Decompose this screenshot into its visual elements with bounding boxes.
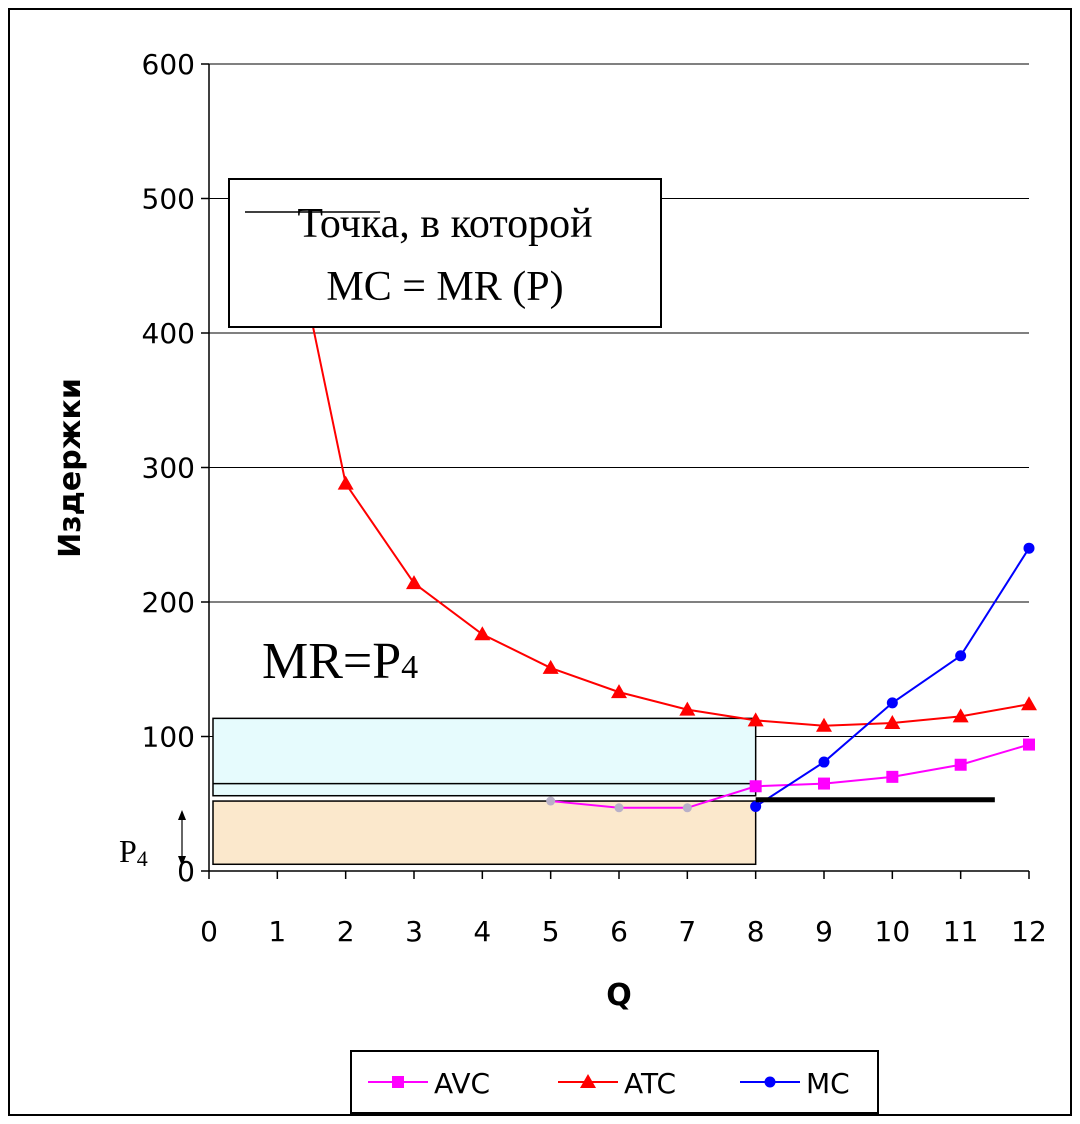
y-tick-label: 400 [142,317,195,350]
atc-marker [816,717,832,732]
legend: AVC ATC MC [350,1050,879,1114]
avc-marker [818,777,830,790]
p-arrow-down-head [178,856,186,866]
p-arrow-up-head [178,810,186,820]
x-tick-label: 10 [875,915,911,948]
atc-marker [611,684,627,699]
p-label-main: P [119,833,137,869]
mr-label: MR=P4 [262,633,418,690]
atc-marker [884,715,901,730]
atc-marker [474,626,491,641]
x-tick-label: 6 [610,915,628,948]
avc-marker [886,770,899,783]
x-tick-label: 11 [943,915,979,948]
atc-marker [406,575,422,590]
x-tick-label: 1 [268,915,286,948]
avc-marker [749,780,762,793]
x-tick-label: 7 [678,915,696,948]
mr-label-main: MR=P [262,633,401,690]
x-tick-label: 2 [337,915,355,948]
mc-marker [886,697,898,709]
atc-marker [952,708,969,723]
mc-marker [1023,542,1035,554]
atc-line [310,319,1030,727]
mc-marker [955,650,967,662]
y-tick-label: 100 [142,721,195,754]
y-tick-label: 200 [142,586,195,619]
atc-marker [747,712,764,727]
avc-marker [954,758,967,771]
cost-rectangle [212,800,757,866]
mc-line [755,547,1030,808]
avc-marker [1023,738,1035,751]
mc-legend-label: MC [806,1067,850,1100]
atc-marker [337,475,354,490]
avc-marker [682,803,692,813]
x-tick-label: 5 [542,915,560,948]
p-label-sub: 4 [137,846,148,871]
x-tick-label: 4 [473,915,491,948]
mc-legend-marker [764,1076,776,1088]
atc-legend-marker [580,1074,596,1088]
x-tick-label: 8 [747,915,765,948]
mc-marker [818,756,830,768]
atc-marker [542,659,559,674]
x-tick-label: 12 [1011,915,1047,948]
avc-marker [546,796,556,806]
x-tick-label: 3 [405,915,423,948]
x-axis-title: Q [606,978,632,1013]
atc-series [310,319,1037,732]
profit-rectangle [212,717,757,797]
y-tick-label: 300 [142,452,195,485]
y-tick-label: 600 [142,48,195,81]
atc-marker [679,701,696,716]
shaded-areas [212,717,757,866]
avc-legend-label: AVC [434,1067,490,1100]
mr-label-sub: 4 [401,649,418,686]
x-tick-label: 9 [815,915,833,948]
avc-legend-marker [392,1076,404,1088]
atc-legend-label: ATC [624,1067,676,1100]
p-label: P4 [119,833,148,871]
callout-box [228,178,662,328]
mc-series [750,542,1035,812]
callout-text-line1: Точка, в которой [297,201,592,247]
mc-marker [750,800,762,812]
callout-text-line2: MC = MR (P) [326,264,563,310]
x-tick-label: 0 [200,915,218,948]
y-axis-title: Издержки [53,378,88,558]
atc-marker [1021,696,1037,711]
avc-marker [614,803,624,813]
series-layer [310,319,1037,813]
y-tick-label: 500 [142,183,195,216]
